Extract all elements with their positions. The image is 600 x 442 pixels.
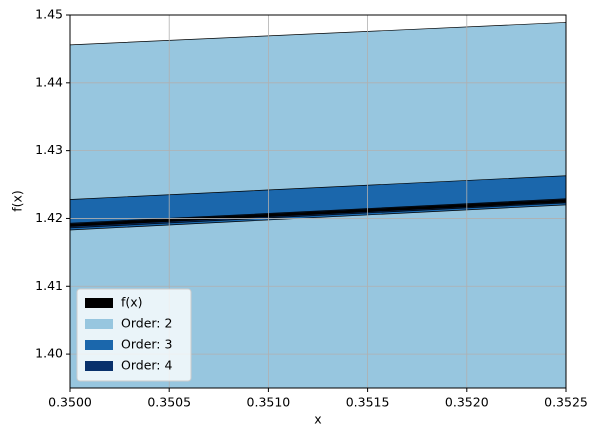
x-axis-label: x [314,412,321,427]
legend-label: Order: 2 [121,316,172,331]
y-tick-label: 1.45 [35,7,63,22]
legend-label: Order: 4 [121,358,172,373]
legend-box [76,288,192,382]
x-tick-label: 0.3510 [247,395,291,410]
x-tick-label: 0.3500 [48,395,92,410]
legend-swatch [85,361,113,371]
y-tick-label: 1.42 [35,210,63,225]
x-tick-label: 0.3520 [445,395,489,410]
legend-swatch [85,298,113,308]
legend-swatch [85,319,113,329]
y-tick-label: 1.43 [35,142,63,157]
x-tick-label: 0.3525 [544,395,588,410]
y-tick-label: 1.40 [35,346,63,361]
x-tick-label: 0.3505 [147,395,191,410]
y-tick-label: 1.44 [35,74,63,89]
plot-area [70,22,566,388]
y-tick-label: 1.41 [35,278,63,293]
legend-label: Order: 3 [121,337,172,352]
legend: f(x) Order: 2 Order: 3 Order: 4 [76,288,192,382]
legend-swatch [85,340,113,350]
x-tick-label: 0.3515 [346,395,390,410]
y-axis-label: f(x) [10,190,25,212]
plot-frame [69,14,567,389]
line [70,199,566,227]
band [70,175,566,231]
legend-label: f(x) [121,295,143,310]
